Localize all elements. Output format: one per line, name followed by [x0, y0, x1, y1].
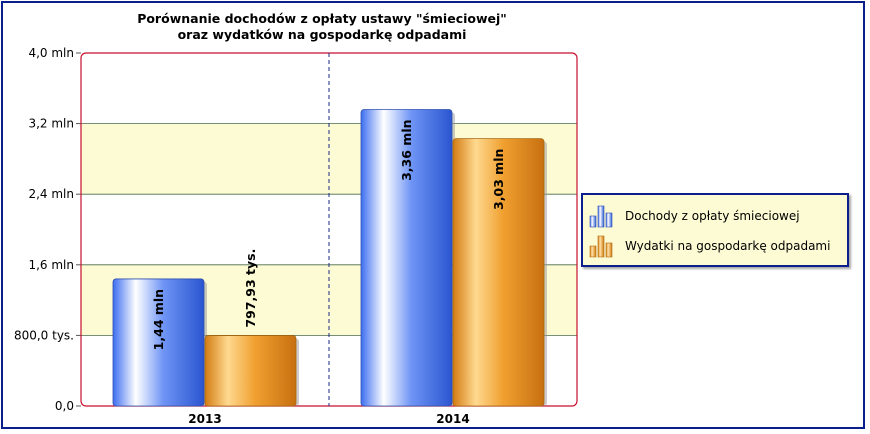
bar-wydatki-2014 [452, 138, 545, 407]
y-tick-label: 800,0 tys. [14, 328, 74, 342]
x-tick-label: 2013 [188, 412, 221, 426]
chart-title: Porównanie dochodów z opłaty ustawy "śmi… [3, 11, 641, 43]
legend-bars-icon-orange [589, 235, 613, 258]
y-tick-label: 1,6 mln [28, 258, 74, 272]
legend-label-wydatki: Wydatki na gospodarkę odpadami [625, 239, 831, 253]
bar-value-label: 3,03 mln [491, 149, 506, 210]
x-tick-label: 2014 [436, 412, 469, 426]
y-tick-label: 3,2 mln [28, 117, 74, 131]
legend-bars-icon-blue [589, 205, 613, 228]
y-tick-label: 0,0 [55, 399, 74, 413]
y-tick-label: 2,4 mln [28, 187, 74, 201]
bar-dochody-2013 [112, 278, 205, 407]
chart-legend: Dochody z opłaty śmieciowej Wydatki na g… [581, 193, 849, 267]
bar-value-label: 797,93 tys. [243, 249, 258, 328]
legend-item-dochody: Dochody z opłaty śmieciowej [589, 203, 800, 229]
legend-label-dochody: Dochody z opłaty śmieciowej [625, 209, 800, 223]
chart-title-line-1: Porównanie dochodów z opłaty ustawy "śmi… [137, 11, 507, 26]
bar-dochody-2014 [360, 109, 453, 407]
y-tick-label: 4,0 mln [28, 46, 74, 60]
bar-value-label: 1,44 mln [151, 289, 166, 350]
bar-value-label: 3,36 mln [399, 119, 414, 180]
chart-title-line-2: oraz wydatków na gospodarkę odpadami [177, 27, 467, 42]
bar-wydatki-2013 [204, 335, 297, 407]
legend-item-wydatki: Wydatki na gospodarkę odpadami [589, 233, 830, 259]
